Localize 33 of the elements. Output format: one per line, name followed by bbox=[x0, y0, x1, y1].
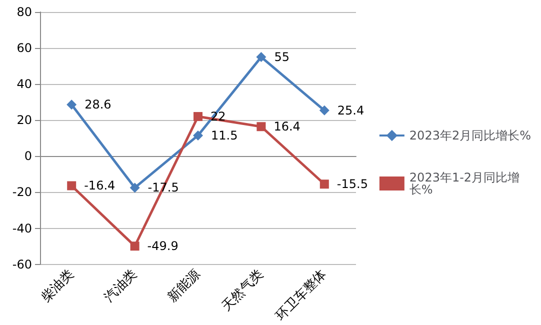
data-label: 11.5 bbox=[211, 128, 238, 142]
legend-label: 2023年2月同比增长% bbox=[409, 128, 531, 142]
point bbox=[256, 122, 266, 132]
data-label: 25.4 bbox=[337, 103, 364, 118]
x-tick-label: 汽油类 bbox=[102, 267, 140, 306]
point bbox=[194, 112, 202, 122]
x-tick-label: 柴油类 bbox=[38, 267, 77, 306]
x-tick-label: 环卫车整体 bbox=[273, 267, 330, 324]
y-tick-label: 40 bbox=[16, 77, 32, 92]
y-tick-label: 20 bbox=[16, 113, 32, 128]
y-tick-label: 80 bbox=[16, 5, 32, 19]
data-label: -49.9 bbox=[147, 239, 178, 254]
data-label: 55 bbox=[274, 50, 290, 64]
y-tick-label: -20 bbox=[12, 185, 32, 200]
point bbox=[256, 52, 266, 62]
point bbox=[319, 105, 330, 116]
x-tick-label: 新能源 bbox=[165, 267, 204, 306]
point bbox=[320, 180, 329, 189]
data-label: -15.5 bbox=[336, 177, 368, 192]
point bbox=[193, 130, 203, 140]
y-tick-label: 60 bbox=[16, 41, 32, 56]
point bbox=[67, 181, 76, 190]
legend-label: 2023年1-2月同比增长% bbox=[409, 170, 520, 196]
point bbox=[130, 182, 140, 193]
y-tick-label: -60 bbox=[12, 257, 32, 272]
x-tick-label: 天然气类 bbox=[219, 267, 267, 314]
y-tick-label: 0 bbox=[24, 149, 32, 164]
y-tick-label: -40 bbox=[12, 221, 32, 236]
point bbox=[130, 242, 140, 251]
data-label: 16.4 bbox=[274, 120, 300, 134]
data-label: -16.4 bbox=[84, 178, 116, 193]
data-label: 28.6 bbox=[84, 98, 112, 112]
point bbox=[66, 100, 77, 110]
